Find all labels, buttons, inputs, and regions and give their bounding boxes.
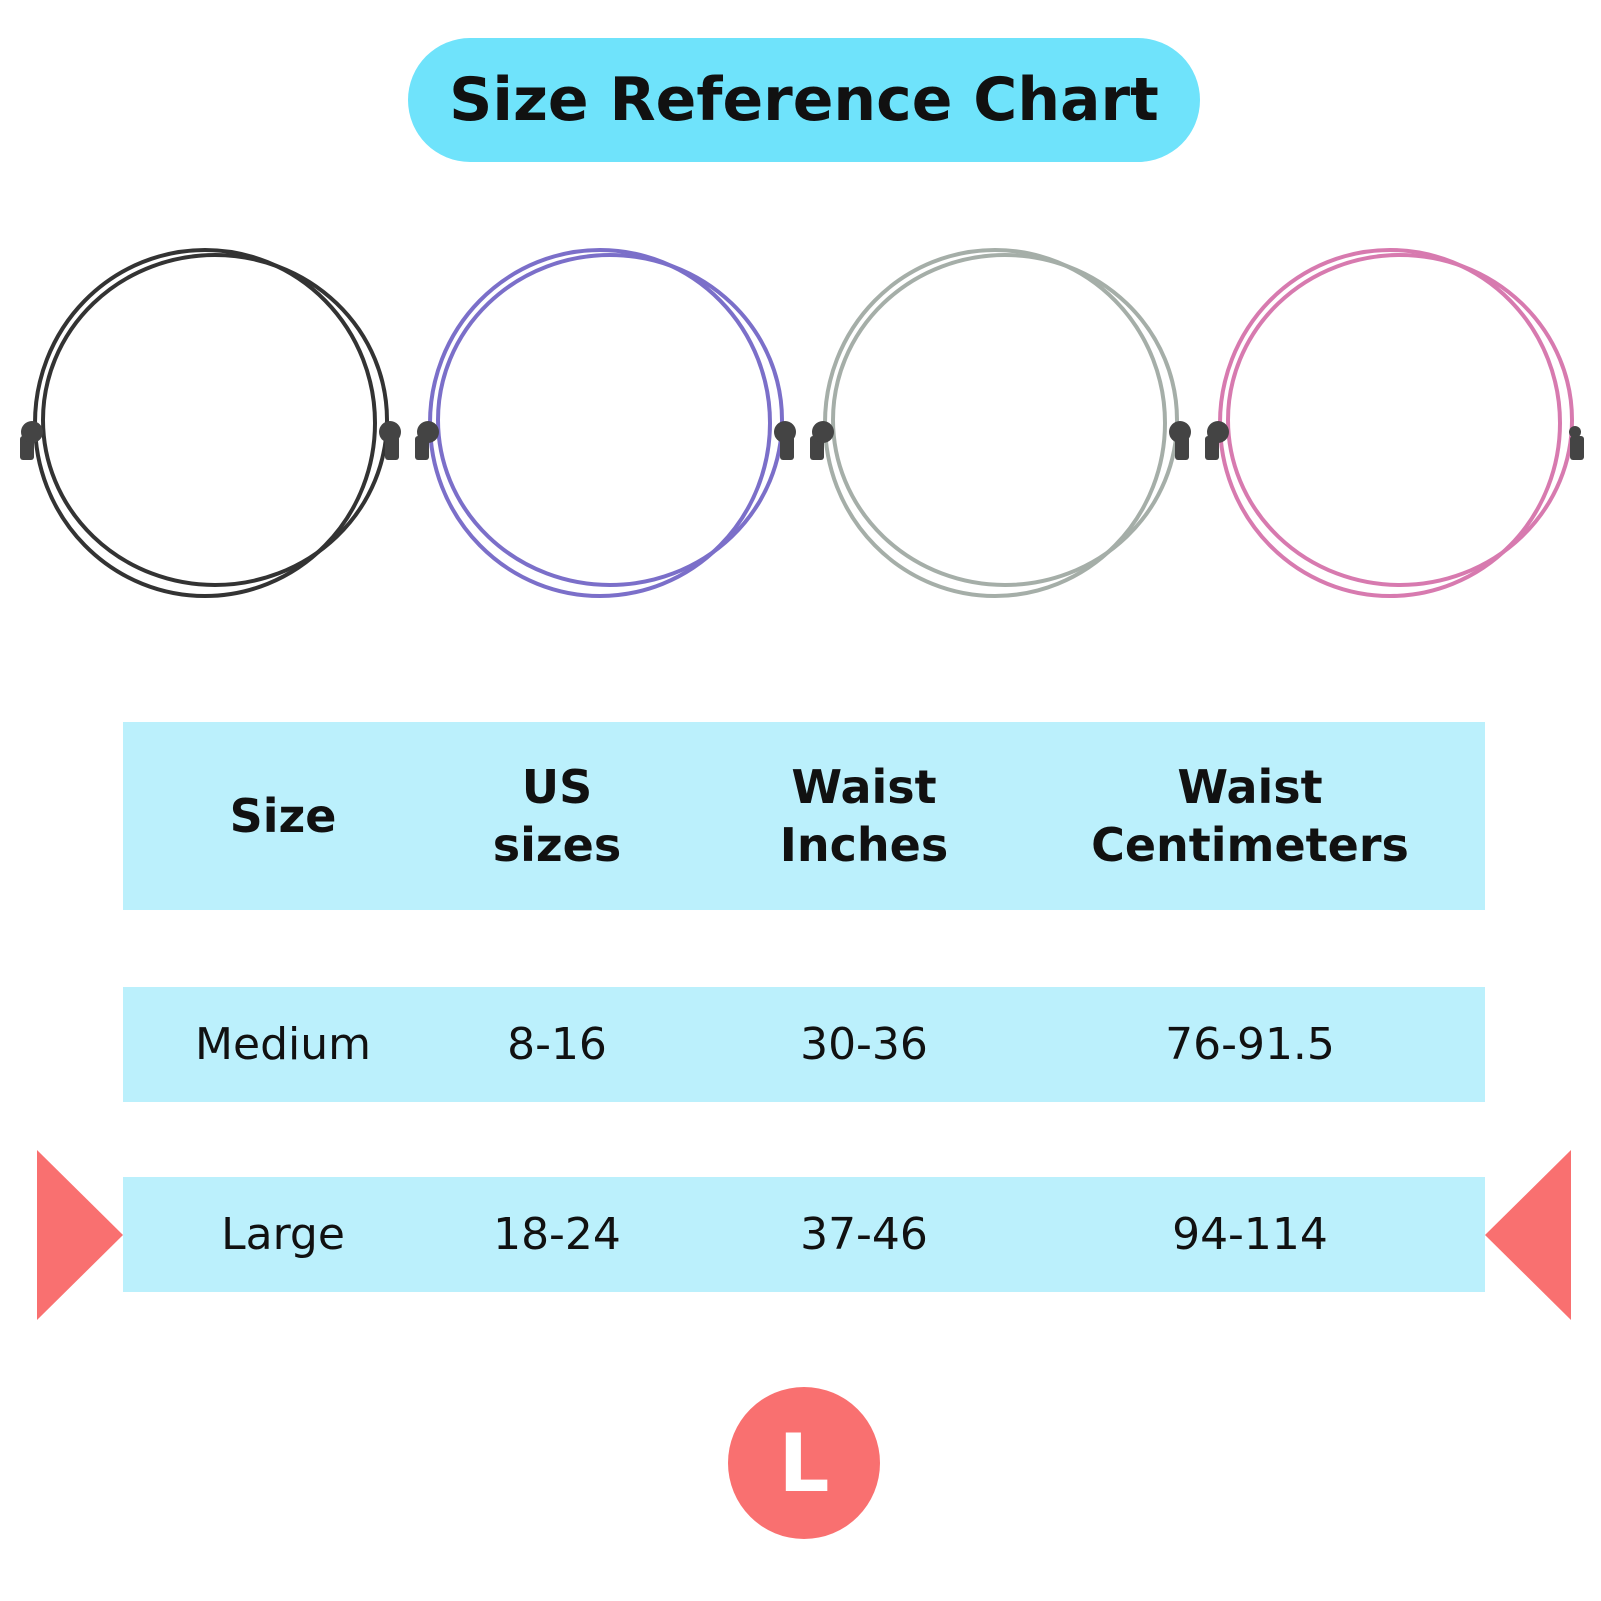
table-row: Medium 8-16 30-36 76-91.5 <box>123 987 1485 1102</box>
cell: 94-114 <box>1172 1209 1328 1260</box>
rings <box>33 248 1574 598</box>
cell: 76-91.5 <box>1165 1019 1335 1070</box>
cell: Large <box>221 1209 345 1260</box>
table-header: Size US sizes Waist Inches Waist Centime… <box>123 722 1485 910</box>
cell: 37-46 <box>800 1209 928 1260</box>
header-cell: Waist Centimeters <box>1091 760 1409 872</box>
cell: 18-24 <box>493 1209 621 1260</box>
size-badge: L <box>728 1387 880 1539</box>
left-marker <box>37 1150 123 1320</box>
header-cell: Size <box>229 789 337 843</box>
cell: 8-16 <box>507 1019 607 1070</box>
table-row: Large 18-24 37-46 94-114 <box>123 1177 1485 1292</box>
right-marker <box>1485 1150 1571 1320</box>
cell: 30-36 <box>800 1019 928 1070</box>
cell: Medium <box>195 1019 371 1070</box>
header-cell: US sizes <box>492 760 622 872</box>
clasps <box>20 421 1584 460</box>
title: Size Reference Chart <box>408 38 1200 162</box>
header-cell: Waist Inches <box>779 760 949 872</box>
